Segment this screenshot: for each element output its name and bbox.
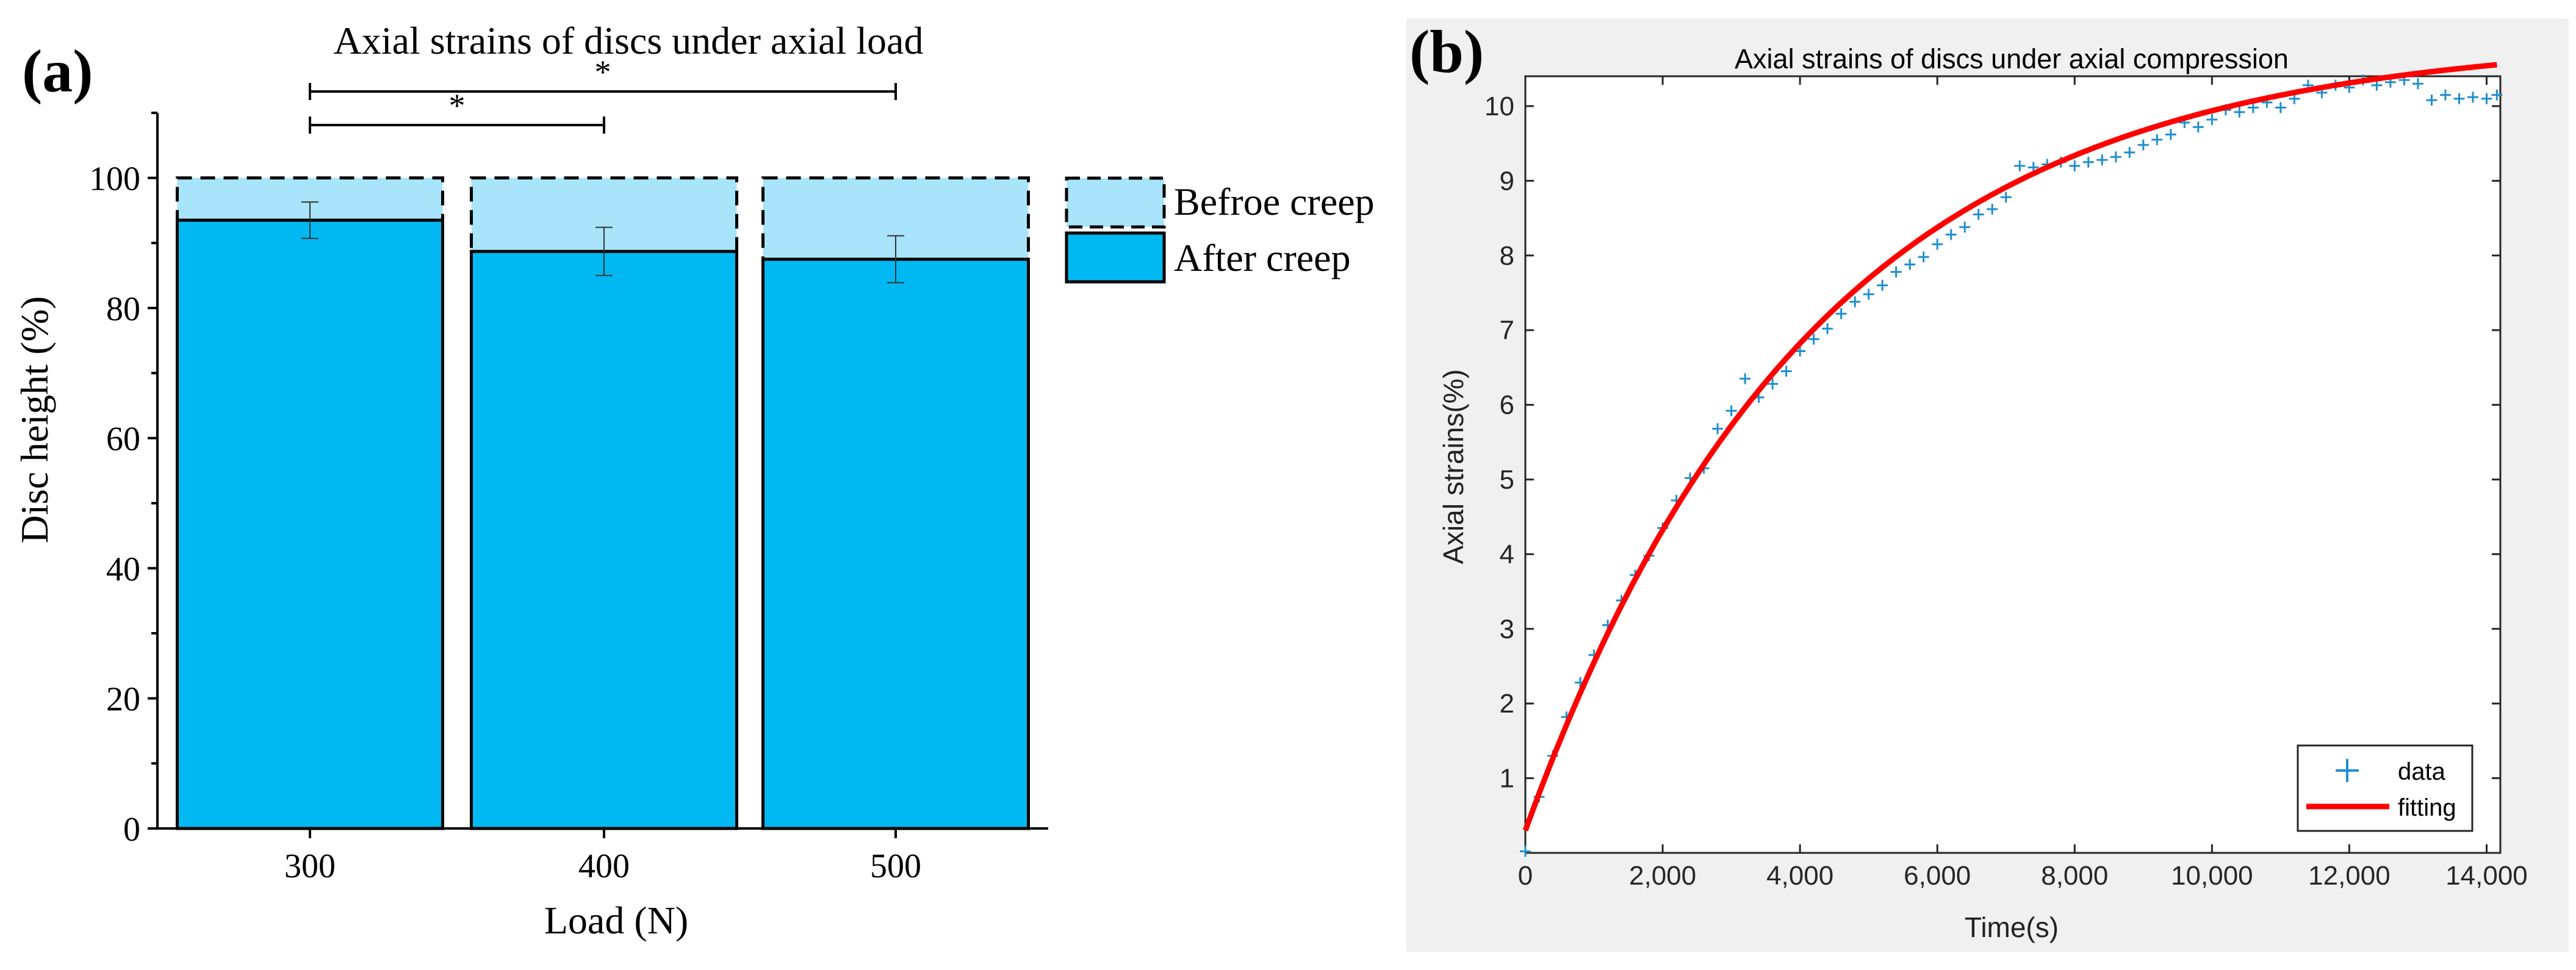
data-point	[1822, 323, 1833, 334]
significance-star: *	[595, 54, 611, 90]
plot-frame	[1524, 75, 2502, 854]
y-tick-label: 10	[1484, 92, 1514, 121]
data-point	[2000, 192, 2012, 203]
y-tick-label: 8	[1500, 241, 1514, 271]
y-tick-label: 100	[89, 160, 140, 198]
panel-b-label: (b)	[1409, 18, 1484, 85]
x-tick-label: 400	[578, 847, 630, 885]
data-point	[1890, 266, 1902, 278]
x-tick-label: 500	[870, 847, 921, 885]
data-point	[2439, 89, 2451, 101]
bar-after-creep	[470, 250, 738, 830]
x-tick-label: 300	[284, 847, 336, 885]
panel-b-title: Axial strains of discs under axial compr…	[1735, 43, 2289, 74]
data-point	[2247, 102, 2259, 113]
data-point	[1987, 203, 1998, 215]
data-point	[2491, 89, 2503, 101]
data-point	[2426, 95, 2437, 106]
y-tick-label: 40	[106, 550, 140, 588]
bar-after-creep	[761, 257, 1030, 830]
data-point	[1725, 405, 1737, 417]
data-point	[2151, 134, 2163, 146]
y-tick-label: 80	[106, 290, 140, 328]
data-point	[1918, 251, 1929, 263]
panel-a-label: (a)	[22, 37, 93, 105]
panel-a-legend: Befroe creep After creep	[1065, 176, 1375, 284]
data-point	[2412, 78, 2423, 90]
fitting-curve	[1522, 62, 2497, 832]
y-tick-label: 1	[1500, 764, 1514, 794]
bar-after-creep	[176, 218, 444, 830]
panel-a-y-axis-label: Disc height (%)	[13, 296, 56, 543]
legend-label-data: data	[2398, 758, 2446, 785]
panel-b-x-axis-label: Time(s)	[1965, 911, 2059, 943]
x-tick-label: 4,000	[1766, 861, 1833, 891]
y-tick-label: 0	[123, 811, 140, 849]
panel-a: (a) Axial strains of discs under axial l…	[13, 19, 1375, 942]
x-tick-label: 6,000	[1904, 861, 1971, 891]
data-point	[1740, 373, 1751, 384]
data-point	[1849, 296, 1861, 307]
data-point	[2275, 102, 2286, 113]
legend-label-fitting: fitting	[2398, 794, 2456, 821]
y-tick-label: 5	[1500, 465, 1514, 495]
data-point	[1959, 221, 1971, 233]
x-tick-label: 14,000	[2445, 861, 2528, 891]
data-point	[2206, 113, 2218, 125]
data-point	[1767, 378, 1779, 390]
data-point	[1863, 289, 1874, 300]
significance-star: *	[449, 87, 466, 124]
data-point	[2192, 121, 2204, 133]
y-tick-label: 6	[1500, 390, 1514, 420]
y-tick-label: 2	[1500, 689, 1514, 719]
y-tick-label: 60	[106, 420, 140, 458]
panel-a-plot-area: 0 20 40 60 80 100 300 400 500 * *	[89, 54, 1048, 885]
y-tick-label: 9	[1500, 166, 1514, 196]
data-point	[1780, 365, 1792, 377]
x-tick-label: 0	[1518, 861, 1533, 891]
data-point	[2453, 93, 2465, 104]
x-tick-label: 8,000	[2041, 861, 2108, 891]
data-point	[1520, 846, 1531, 857]
legend-label-after-creep: After creep	[1174, 236, 1351, 279]
data-point	[2234, 106, 2245, 118]
data-point	[1945, 229, 1957, 240]
data-point	[1712, 423, 1724, 434]
data-point	[2481, 93, 2492, 104]
x-tick-label: 12,000	[2308, 861, 2391, 891]
panel-a-x-axis-label: Load (N)	[544, 899, 688, 942]
y-tick-label: 20	[106, 681, 140, 719]
y-tick-label: 3	[1500, 614, 1514, 644]
legend-swatch-after-creep	[1065, 231, 1166, 284]
data-point	[2137, 139, 2149, 151]
data-point	[1973, 209, 1984, 220]
panel-a-title: Axial strains of discs under axial load	[334, 19, 924, 62]
legend-label-before-creep: Befroe creep	[1174, 180, 1375, 223]
data-point	[2069, 160, 2081, 171]
data-point	[1877, 279, 1888, 291]
x-tick-label: 10,000	[2171, 861, 2253, 891]
data-point	[1932, 239, 1943, 250]
data-point	[2082, 156, 2094, 168]
legend-box	[2297, 744, 2473, 832]
y-tick-label: 4	[1500, 539, 1514, 569]
panel-b-y-axis-label: Axial strains(%)	[1437, 369, 1469, 564]
panel-b-legend: data fitting	[2297, 744, 2473, 832]
panel-b-plot-area: 0 2,000 4,000 6,000 8,000 10,000 12,000 14,000 1…	[1484, 62, 2528, 891]
legend-swatch-before-creep	[1065, 176, 1166, 229]
x-tick-label: 2,000	[1629, 861, 1696, 891]
data-point	[2110, 151, 2121, 163]
panel-b: (b) Axial strains of discs under axial c…	[1406, 18, 2569, 952]
data-point	[2096, 154, 2108, 166]
data-point	[1835, 308, 1847, 320]
data-point	[1904, 259, 1916, 270]
data-point	[2014, 160, 2026, 171]
data-point	[2124, 146, 2135, 158]
data-point	[2467, 92, 2478, 103]
data-point	[1808, 333, 1819, 345]
y-tick-label: 7	[1500, 315, 1514, 345]
data-point	[2165, 129, 2176, 140]
